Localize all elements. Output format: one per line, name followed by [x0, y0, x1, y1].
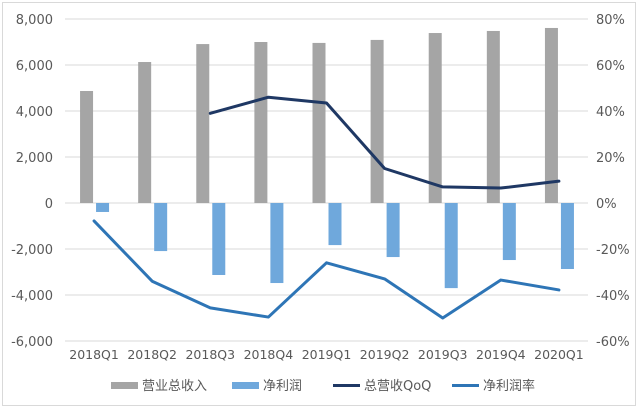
bar-revenue — [544, 27, 558, 203]
right-tick-label: 40% — [596, 105, 625, 120]
legend-swatch-bar — [232, 382, 259, 389]
left-tick-label: -4,000 — [11, 289, 53, 304]
left-tick-label: 6,000 — [16, 59, 53, 74]
left-tick-label: 0 — [45, 197, 53, 212]
category-label: 2019Q4 — [476, 347, 526, 362]
line-net-margin — [92, 219, 561, 320]
right-tick-label: 0% — [596, 197, 617, 212]
category-label: 2019Q3 — [418, 347, 468, 362]
bar-revenue — [138, 62, 152, 204]
line-revenue-qoq — [208, 95, 561, 190]
bar-net-profit — [444, 203, 458, 289]
right-tick-label: 80% — [596, 13, 625, 28]
bar-net-profit — [270, 203, 284, 284]
legend: 营业总收入 净利润 总营收QoQ 净利润率 — [111, 378, 535, 394]
category-label: 2020Q1 — [534, 347, 584, 362]
bar-revenue — [370, 39, 384, 204]
right-axis: 80% 60% 40% 20% 0% -20% -40% -60% — [596, 13, 630, 350]
bar-net-profit — [212, 203, 226, 275]
right-tick-label: 20% — [596, 151, 625, 166]
legend-label: 营业总收入 — [142, 379, 207, 394]
gridlines — [65, 18, 588, 342]
legend-label: 总营收QoQ — [364, 379, 431, 394]
bar-net-profit — [328, 203, 342, 246]
category-label: 2019Q1 — [302, 347, 352, 362]
bar-series — [80, 27, 574, 289]
right-tick-label: -20% — [596, 243, 630, 258]
bar-revenue — [254, 42, 268, 203]
category-label: 2019Q2 — [360, 347, 410, 362]
left-tick-label: -2,000 — [11, 243, 53, 258]
bar-revenue — [312, 42, 326, 203]
left-tick-label: 2,000 — [16, 151, 53, 166]
bar-revenue — [196, 44, 210, 203]
bar-revenue — [486, 30, 500, 204]
bar-net-profit — [386, 203, 400, 258]
category-axis: 2018Q1 2018Q2 2018Q3 2018Q4 2019Q1 2019Q2 2019… — [69, 347, 583, 362]
bar-revenue — [428, 33, 442, 203]
line-series — [92, 95, 561, 320]
bar-revenue — [80, 90, 94, 203]
category-label: 2018Q2 — [127, 347, 177, 362]
category-label: 2018Q3 — [185, 347, 235, 362]
category-label: 2018Q4 — [244, 347, 294, 362]
bar-net-profit — [154, 203, 168, 252]
right-tick-label: -60% — [596, 335, 630, 350]
right-tick-label: -40% — [596, 289, 630, 304]
legend-label: 净利润 — [263, 379, 302, 394]
left-axis: 8,000 6,000 4,000 2,000 0 -2,000 -4,000 -6,000 — [11, 13, 53, 350]
left-tick-label: 8,000 — [16, 13, 53, 28]
bar-net-profit — [502, 203, 516, 261]
bar-net-profit — [560, 203, 574, 270]
bar-net-profit — [96, 203, 110, 212]
legend-label: 净利润率 — [483, 378, 535, 394]
right-tick-label: 60% — [596, 59, 625, 74]
left-tick-label: -6,000 — [11, 335, 53, 350]
category-label: 2018Q1 — [69, 347, 119, 362]
left-tick-label: 4,000 — [16, 105, 53, 120]
legend-swatch-bar — [111, 382, 138, 389]
